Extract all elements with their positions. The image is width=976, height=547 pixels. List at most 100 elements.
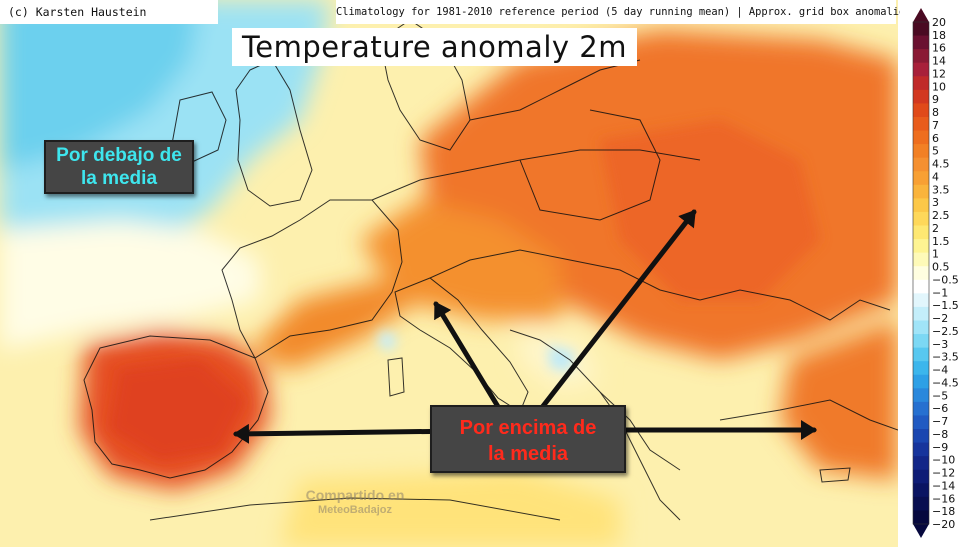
legend-tick-label: −4	[932, 364, 948, 377]
watermark: Compartido en MeteoBadajoz	[285, 487, 425, 517]
legend-tick-label: 8	[932, 106, 939, 119]
legend-tick-label: −9	[932, 441, 948, 454]
legend-tick-label: −3.5	[932, 351, 959, 364]
legend-swatch	[913, 334, 929, 349]
reference-period-text: Climatology for 1981-2010 reference peri…	[336, 0, 912, 24]
coastline-black-sea	[699, 289, 891, 321]
legend-tick-label: −7	[932, 415, 948, 428]
neutral-atlantic-band	[0, 220, 260, 350]
legend-swatch	[913, 198, 929, 213]
below-average-line2: la media	[80, 168, 158, 189]
legend-swatch	[913, 469, 929, 484]
legend-tick-label: 5	[932, 145, 939, 158]
color-legend: 20 18 16 14 12 10 9 8 7 6 5 4.5 4 3.5 3 2.5 2 1.5 1 0.5 −0.5…	[900, 0, 976, 547]
coastline-britain	[235, 59, 313, 207]
legend-swatch	[913, 76, 929, 91]
temperature-anomaly-map	[0, 0, 898, 547]
anomaly-field-detail	[110, 120, 820, 460]
legend-tick-label: −8	[932, 428, 948, 441]
warm-anomaly-band	[250, 280, 420, 370]
legend-frame	[912, 21, 930, 525]
border-south-central	[429, 249, 701, 301]
legend-swatch	[913, 388, 929, 403]
coastline-baltic	[469, 59, 641, 121]
legend-swatch	[913, 401, 929, 417]
legend-swatch	[913, 361, 929, 376]
above-average-line2: la media	[487, 443, 569, 465]
legend-tick-label: −2.5	[932, 325, 959, 338]
map-title: Temperature anomaly 2m	[232, 28, 637, 66]
legend-swatch	[913, 510, 929, 525]
legend-swatch	[913, 171, 929, 186]
legend-tick-label: −2	[932, 312, 948, 325]
legend-tick-label: −6	[932, 402, 948, 415]
arrow-to-eastern-europe	[537, 209, 697, 413]
legend-swatch	[913, 184, 929, 199]
legend-swatch	[913, 144, 929, 159]
legend-tick-label: 20	[932, 16, 946, 29]
legend-tick-label: 10	[932, 80, 946, 93]
above-average-line1: Por encima de	[459, 417, 597, 439]
hot-core-iberia	[110, 360, 245, 460]
warm-anomaly-central	[360, 200, 560, 320]
hot-core-east	[600, 120, 820, 300]
legend-tick-label: −1	[932, 286, 948, 299]
legend-tick-label: 6	[932, 132, 939, 145]
legend-tick-label: −1.5	[932, 299, 959, 312]
legend-swatch	[913, 89, 929, 105]
coastline-turkey	[719, 399, 898, 431]
coastline-iberia	[83, 335, 269, 479]
legend-swatch	[913, 116, 929, 132]
legend-swatch	[913, 320, 929, 335]
legend-cap-top	[913, 8, 929, 22]
legend-tick-label: 4	[932, 170, 939, 183]
below-average-callout: Por debajo de la media	[44, 140, 194, 194]
coastline-sardinia	[387, 357, 405, 397]
legend-tick-label: −16	[932, 492, 955, 505]
legend-swatch	[913, 496, 929, 512]
legend-tick-label: 2	[932, 222, 939, 235]
legend-tick-label: 3	[932, 196, 939, 209]
legend-swatch	[913, 442, 929, 457]
above-average-callout: Por encima de la media	[430, 405, 626, 473]
arrow-to-alps	[433, 301, 503, 413]
legend-tick-label: −5	[932, 389, 948, 402]
legend-tick-label: 18	[932, 29, 946, 42]
border-poland	[519, 109, 661, 221]
legend-swatch	[913, 157, 929, 172]
legend-tick-label: 9	[932, 93, 939, 106]
legend-tick-label: 12	[932, 67, 946, 80]
legend-swatch	[913, 483, 929, 498]
coastline-cyprus	[819, 467, 851, 483]
coastline-france	[221, 199, 403, 359]
legend-tick-label: −4.5	[932, 376, 959, 389]
legend-swatch	[913, 293, 929, 308]
cool-patch-balkans	[548, 345, 575, 372]
cool-patch-alps	[378, 330, 398, 352]
legend-swatch	[913, 306, 929, 322]
legend-tick-label: −20	[932, 518, 955, 531]
legend-swatch	[913, 347, 929, 362]
legend-swatch	[913, 279, 929, 294]
below-average-line1: Por debajo de	[56, 145, 182, 166]
legend-tick-label: −3	[932, 338, 948, 351]
legend-swatch	[913, 456, 929, 471]
neutral-sea-south	[280, 470, 620, 547]
legend-tick-label: −12	[932, 467, 955, 480]
legend-swatch	[913, 22, 929, 37]
credit-text: (c) Karsten Haustein	[0, 0, 218, 24]
cold-anomaly-core	[0, 0, 200, 170]
watermark-line1: Compartido en	[305, 487, 405, 503]
coastline-north-africa	[149, 497, 561, 521]
legend-swatch	[913, 252, 929, 267]
legend-tick-label: 14	[932, 55, 946, 68]
legend-tick-label: −0.5	[932, 273, 959, 286]
legend-tick-label: 3.5	[932, 183, 950, 196]
legend-swatch	[913, 62, 929, 77]
color-legend-scale: 201816141210987654.543.532.521.510.5−0.5…	[912, 8, 959, 538]
legend-swatch	[913, 374, 929, 389]
watermark-line2: MeteoBadajoz	[318, 504, 392, 516]
legend-tick-label: 1.5	[932, 235, 950, 248]
legend-tick-label: 7	[932, 119, 939, 132]
